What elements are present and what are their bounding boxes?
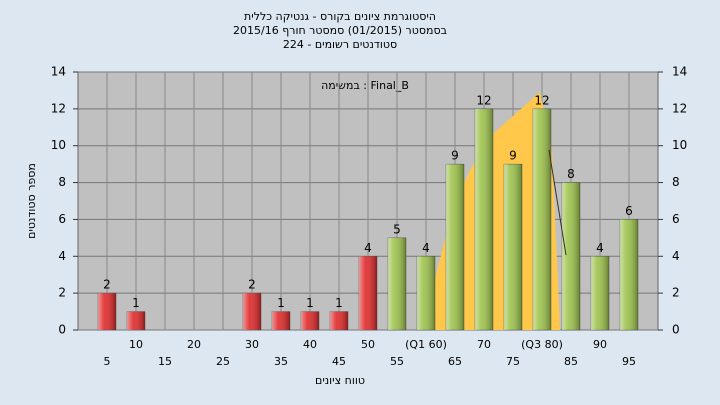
- x-tick-label: 50: [361, 338, 375, 351]
- value-label: 4: [422, 241, 430, 255]
- x-tick-label: 35: [274, 355, 288, 368]
- y2-tick-label: 4: [672, 249, 680, 263]
- x-tick-label: 20: [187, 338, 201, 351]
- x-tick-label: 25: [216, 355, 230, 368]
- y2-tick-label: 10: [672, 138, 687, 152]
- y-tick-label: 14: [51, 65, 66, 79]
- y2-tick-label: 12: [672, 101, 687, 115]
- bar-shade: [388, 237, 406, 330]
- x-tick-label: 15: [158, 355, 172, 368]
- median-line: [548, 149, 567, 256]
- x-tick-label: 90: [593, 338, 607, 351]
- annotation: במשימה : Final_B: [321, 79, 409, 92]
- x-tick-label: 65: [448, 355, 462, 368]
- y-tick-label: 2: [58, 286, 66, 300]
- value-label: 5: [393, 222, 401, 236]
- y2-tick-label: 2: [672, 286, 680, 300]
- x-tick-label: 85: [564, 355, 578, 368]
- bar-shade: [330, 311, 348, 330]
- bar-shade: [243, 293, 261, 330]
- bar-shade: [98, 293, 116, 330]
- x-tick-label: 30: [245, 338, 259, 351]
- value-label: 6: [625, 204, 633, 218]
- bar-shade: [475, 108, 493, 330]
- value-label: 9: [509, 149, 517, 163]
- x-tick-label: 70: [477, 338, 491, 351]
- x-tick-label: 40: [303, 338, 317, 351]
- y-axis-title: מספר סטודנטים: [25, 163, 38, 239]
- y-tick-label: 4: [58, 249, 66, 263]
- value-label: 8: [567, 167, 575, 181]
- bar-shade: [127, 311, 145, 330]
- y-tick-label: 12: [51, 101, 66, 115]
- chart-title: היסטוגרמת ציונים בקורס - גנטיקה כללית: [244, 10, 436, 23]
- x-tick-label: 55: [390, 355, 404, 368]
- x-tick-label: (Q3 80): [521, 338, 563, 351]
- bar-shade: [533, 108, 551, 330]
- bar-shade: [272, 311, 290, 330]
- y2-tick-label: 14: [672, 65, 687, 79]
- bar-shade: [417, 256, 435, 330]
- x-axis-title: טווח ציונים: [315, 374, 365, 387]
- x-tick-label: 45: [332, 355, 346, 368]
- value-label: 1: [335, 296, 343, 310]
- bar-shade: [591, 256, 609, 330]
- chart-subtitle: סטודנטים רשומים - 224: [283, 38, 397, 51]
- y2-tick-label: 0: [672, 323, 680, 337]
- value-label: 4: [596, 241, 604, 255]
- x-tick-label: 10: [129, 338, 143, 351]
- x-tick-label: 75: [506, 355, 520, 368]
- bar-shade: [359, 256, 377, 330]
- value-label: 12: [476, 93, 491, 107]
- bar-shade: [504, 164, 522, 330]
- bar-shade: [562, 182, 580, 330]
- x-tick-label: 95: [622, 355, 636, 368]
- bar-shade: [620, 219, 638, 330]
- y2-tick-label: 8: [672, 175, 680, 189]
- value-label: 1: [306, 296, 314, 310]
- value-label: 1: [277, 296, 285, 310]
- x-tick-label: 5: [104, 355, 111, 368]
- x-tick-label: (Q1 60): [405, 338, 447, 351]
- value-label: 9: [451, 149, 459, 163]
- y-tick-label: 8: [58, 175, 66, 189]
- y-tick-label: 10: [51, 138, 66, 152]
- y2-tick-label: 6: [672, 212, 680, 226]
- bar-shade: [446, 164, 464, 330]
- value-label: 4: [364, 241, 372, 255]
- y-tick-label: 0: [58, 323, 66, 337]
- value-label: 2: [103, 278, 111, 292]
- value-label: 1: [132, 296, 140, 310]
- y-tick-label: 6: [58, 212, 66, 226]
- chart-subtitle: בסמסטר (01/2015) סמסטר חורף 2015/16: [233, 24, 447, 37]
- bar-shade: [301, 311, 319, 330]
- value-label: 2: [248, 278, 256, 292]
- value-label: 12: [534, 93, 549, 107]
